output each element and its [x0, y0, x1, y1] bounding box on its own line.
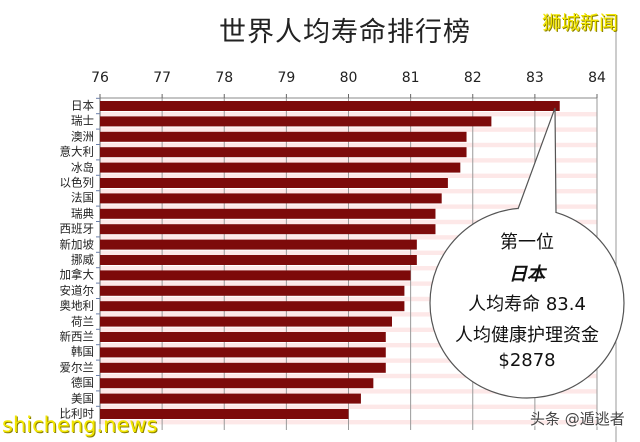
bar — [100, 162, 461, 173]
bar — [100, 316, 392, 327]
category-label: 比利时 — [59, 406, 95, 421]
x-tick-label: 79 — [277, 70, 296, 86]
category-label: 挪威 — [71, 252, 94, 267]
bar — [100, 193, 442, 204]
bar — [100, 347, 386, 358]
bar — [100, 270, 411, 281]
x-tick-label: 76 — [91, 70, 109, 86]
bar — [100, 101, 560, 111]
bar — [100, 393, 361, 404]
bar — [100, 285, 405, 296]
bar — [100, 147, 467, 158]
category-label: 新加坡 — [59, 236, 95, 251]
annotation-healthcare-value: $2878 — [498, 350, 556, 371]
watermark-credit: 头条 @遁逃者 — [530, 410, 625, 428]
bar — [100, 208, 436, 219]
category-label: 以色列 — [59, 175, 95, 190]
category-label: 德国 — [71, 375, 94, 390]
category-label: 冰岛 — [71, 159, 94, 174]
category-label: 美国 — [71, 390, 94, 405]
annotation-rank: 第一位 — [500, 232, 554, 253]
bar — [100, 131, 467, 142]
category-label: 澳洲 — [71, 129, 94, 144]
category-label: 奥地利 — [59, 298, 95, 313]
category-label: 爱尔兰 — [59, 360, 95, 375]
x-tick-label: 83 — [525, 70, 544, 86]
category-label: 日本 — [71, 98, 94, 113]
annotation-healthcare-label: 人均健康护理资金 — [455, 325, 599, 346]
annotation-country: 日本 — [509, 264, 545, 285]
category-label: 新西兰 — [59, 329, 95, 344]
bar — [100, 378, 374, 389]
bar — [100, 178, 448, 188]
x-tick-label: 77 — [153, 70, 172, 86]
category-label: 西班牙 — [59, 221, 95, 236]
bar — [100, 301, 405, 312]
category-label: 荷兰 — [71, 313, 94, 328]
chart-title: 世界人均寿命排行榜 — [219, 17, 471, 48]
x-tick-label: 80 — [339, 70, 358, 86]
category-label: 法国 — [71, 190, 94, 205]
bar — [100, 224, 436, 235]
x-tick-label: 81 — [401, 70, 420, 86]
bar — [100, 239, 417, 250]
category-label: 韩国 — [71, 344, 94, 359]
category-label: 加拿大 — [59, 267, 95, 282]
watermark-bottom: shicheng.news — [2, 413, 158, 437]
bar — [100, 116, 492, 127]
watermark-top: 狮城新闻 — [542, 12, 619, 34]
x-tick-label: 82 — [463, 70, 482, 86]
annotation-life-expectancy: 人均寿命 83.4 — [468, 294, 586, 315]
category-label: 安道尔 — [59, 283, 95, 298]
category-label: 瑞士 — [71, 113, 94, 128]
category-label: 瑞典 — [71, 206, 94, 221]
bar — [100, 332, 386, 342]
bar — [100, 362, 386, 373]
x-tick-label: 78 — [215, 70, 234, 86]
category-label: 意大利 — [59, 144, 95, 159]
bar — [100, 255, 417, 265]
x-tick-label: 84 — [588, 70, 606, 86]
bar — [100, 409, 349, 419]
